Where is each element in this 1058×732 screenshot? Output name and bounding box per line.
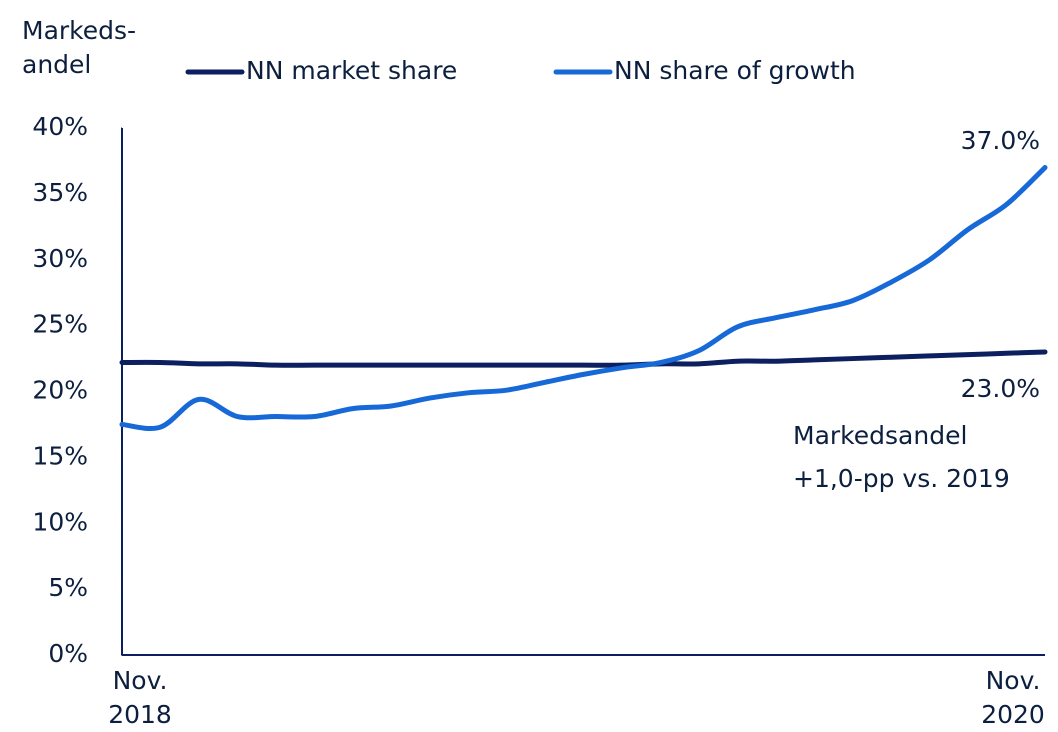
y-axis-label: Markeds-andel bbox=[22, 16, 137, 79]
value-label: 37.0% bbox=[961, 126, 1040, 155]
y-tick-label: 0% bbox=[48, 639, 88, 668]
x-tick-label: Nov. 2018 bbox=[108, 666, 172, 729]
series-line bbox=[119, 349, 1048, 368]
y-tick-label: 5% bbox=[48, 573, 88, 602]
y-tick-label: 35% bbox=[32, 178, 88, 207]
y-tick-label: 10% bbox=[32, 507, 88, 536]
annotation: +1,0-pp vs. 2019 bbox=[793, 464, 1010, 493]
value-label: 23.0% bbox=[961, 374, 1040, 403]
x-tick-label: Nov. 2020 bbox=[981, 666, 1045, 729]
y-tick-label: 15% bbox=[32, 441, 88, 470]
legend-label: NN share of growth bbox=[614, 56, 856, 85]
series-line bbox=[119, 165, 1048, 431]
y-tick-label: 40% bbox=[32, 112, 88, 141]
y-tick-label: 30% bbox=[32, 244, 88, 273]
legend-label: NN market share bbox=[246, 56, 457, 85]
y-tick-label: 20% bbox=[32, 376, 88, 405]
y-tick-label: 25% bbox=[32, 310, 88, 339]
annotation: Markedsandel bbox=[793, 421, 967, 450]
